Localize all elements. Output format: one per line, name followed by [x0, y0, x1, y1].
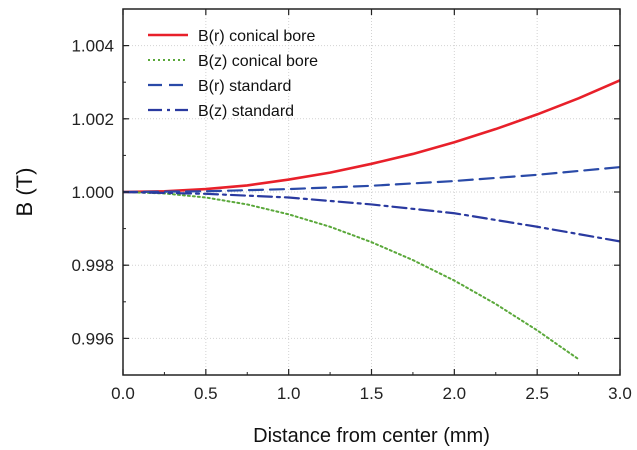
legend-label: B(z) conical bore: [198, 53, 318, 70]
x-tick-label: 2.0: [443, 384, 467, 403]
series-line-0: [123, 79, 620, 194]
legend: B(r) conical bore B(z) conical bore B(r) s…: [148, 28, 318, 120]
y-tick-label: 0.996: [71, 329, 114, 348]
x-tick-label: 1.0: [277, 384, 301, 403]
y-tick-label: 1.004: [71, 37, 114, 56]
x-tick-label: 0.0: [111, 384, 135, 403]
series-layer: [123, 79, 620, 361]
y-tick-label: 1.000: [71, 183, 114, 202]
series-line-1: [123, 191, 580, 361]
series-line-3: [123, 190, 620, 243]
x-tick-label: 0.5: [194, 384, 218, 403]
y-axis-title: B (T): [12, 168, 37, 217]
grid-lines: [123, 9, 620, 375]
legend-label: B(r) conical bore: [198, 28, 315, 45]
axis-ticks: 0.0 0.5 1.0 1.5 2.0 2.5 3.0 0.996 0.998 1.000 1.00…: [71, 8, 632, 403]
x-tick-label: 3.0: [608, 384, 632, 403]
x-tick-label: 2.5: [525, 384, 549, 403]
x-tick-label: 1.5: [360, 384, 384, 403]
legend-label: B(z) standard: [198, 103, 294, 120]
x-axis-title: Distance from center (mm): [253, 425, 490, 447]
legend-label: B(r) standard: [198, 78, 291, 95]
y-tick-label: 1.002: [71, 110, 114, 129]
y-tick-label: 0.998: [71, 256, 114, 275]
